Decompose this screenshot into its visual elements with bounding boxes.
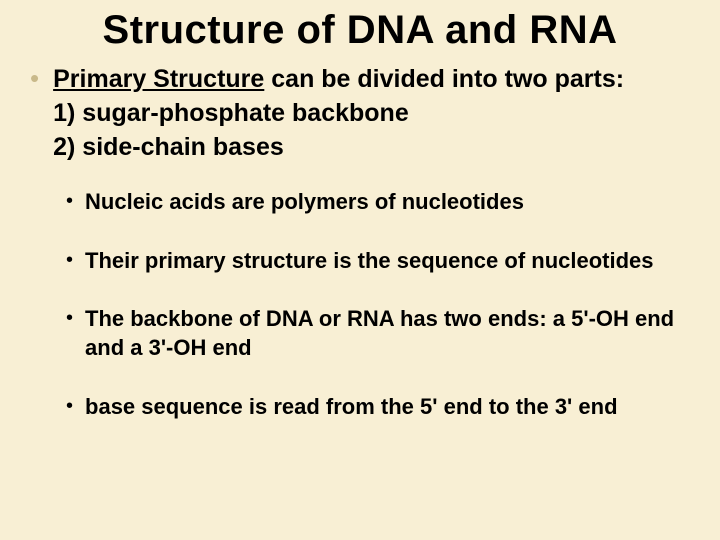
sub-text: The backbone of DNA or RNA has two ends:… bbox=[85, 305, 692, 362]
main-lead-rest: can be divided into two parts: bbox=[264, 65, 624, 93]
main-lead-underlined: Primary Structure bbox=[53, 65, 264, 93]
sub-text: Nucleic acids are polymers of nucleotide… bbox=[85, 188, 524, 217]
main-bullet-item: • Primary Structure can be divided into … bbox=[28, 63, 692, 164]
main-text-block: Primary Structure can be divided into tw… bbox=[53, 63, 624, 164]
list-item: • The backbone of DNA or RNA has two end… bbox=[66, 305, 692, 362]
list-item: • base sequence is read from the 5' end … bbox=[66, 393, 692, 422]
bullet-icon: • bbox=[30, 63, 39, 93]
sub-text: Their primary structure is the sequence … bbox=[85, 247, 654, 276]
bullet-icon: • bbox=[66, 188, 73, 214]
sub-list: • Nucleic acids are polymers of nucleoti… bbox=[28, 188, 692, 421]
main-list: • Primary Structure can be divided into … bbox=[28, 63, 692, 164]
main-line-1: 1) sugar-phosphate backbone bbox=[53, 99, 409, 127]
main-line-2: 2) side-chain bases bbox=[53, 133, 284, 161]
sub-text: base sequence is read from the 5' end to… bbox=[85, 393, 618, 422]
bullet-icon: • bbox=[66, 393, 73, 419]
list-item: • Their primary structure is the sequenc… bbox=[66, 247, 692, 276]
slide-container: Structure of DNA and RNA • Primary Struc… bbox=[0, 0, 720, 540]
bullet-icon: • bbox=[66, 305, 73, 331]
slide-title: Structure of DNA and RNA bbox=[28, 8, 692, 53]
bullet-icon: • bbox=[66, 247, 73, 273]
list-item: • Nucleic acids are polymers of nucleoti… bbox=[66, 188, 692, 217]
